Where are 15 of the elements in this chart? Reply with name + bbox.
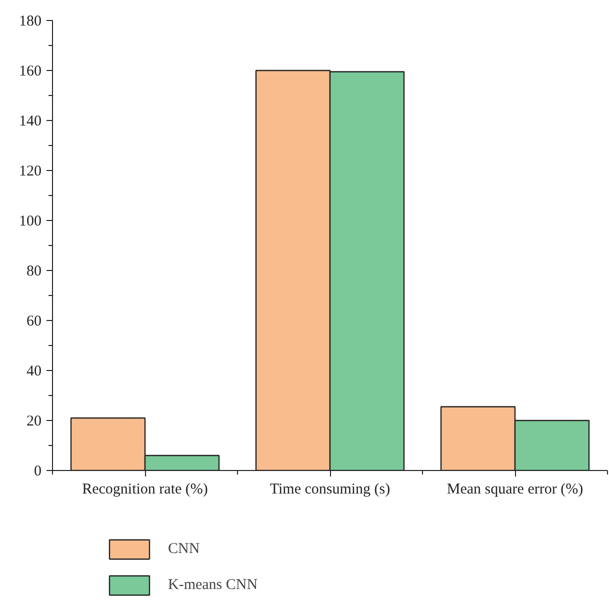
y-tick-label: 80 bbox=[26, 264, 42, 280]
y-tick-label: 20 bbox=[26, 414, 42, 430]
x-tick-label: Mean square error (%) bbox=[446, 482, 584, 498]
x-tick-label: Recognition rate (%) bbox=[82, 482, 208, 498]
y-tick-label: 100 bbox=[19, 214, 42, 230]
y-tick-label: 180 bbox=[19, 14, 42, 30]
y-tick-label: 120 bbox=[19, 164, 42, 180]
y-tick-label: 0 bbox=[34, 464, 42, 480]
y-tick-label: 60 bbox=[26, 314, 42, 330]
y-tick-label: 140 bbox=[19, 114, 42, 130]
legend-label: CNN bbox=[168, 540, 200, 558]
y-tick-label: 160 bbox=[19, 64, 42, 80]
y-tick-label: 40 bbox=[26, 364, 42, 380]
legend-label: K-means CNN bbox=[168, 576, 258, 594]
x-tick-label: Time consuming (s) bbox=[270, 482, 390, 498]
